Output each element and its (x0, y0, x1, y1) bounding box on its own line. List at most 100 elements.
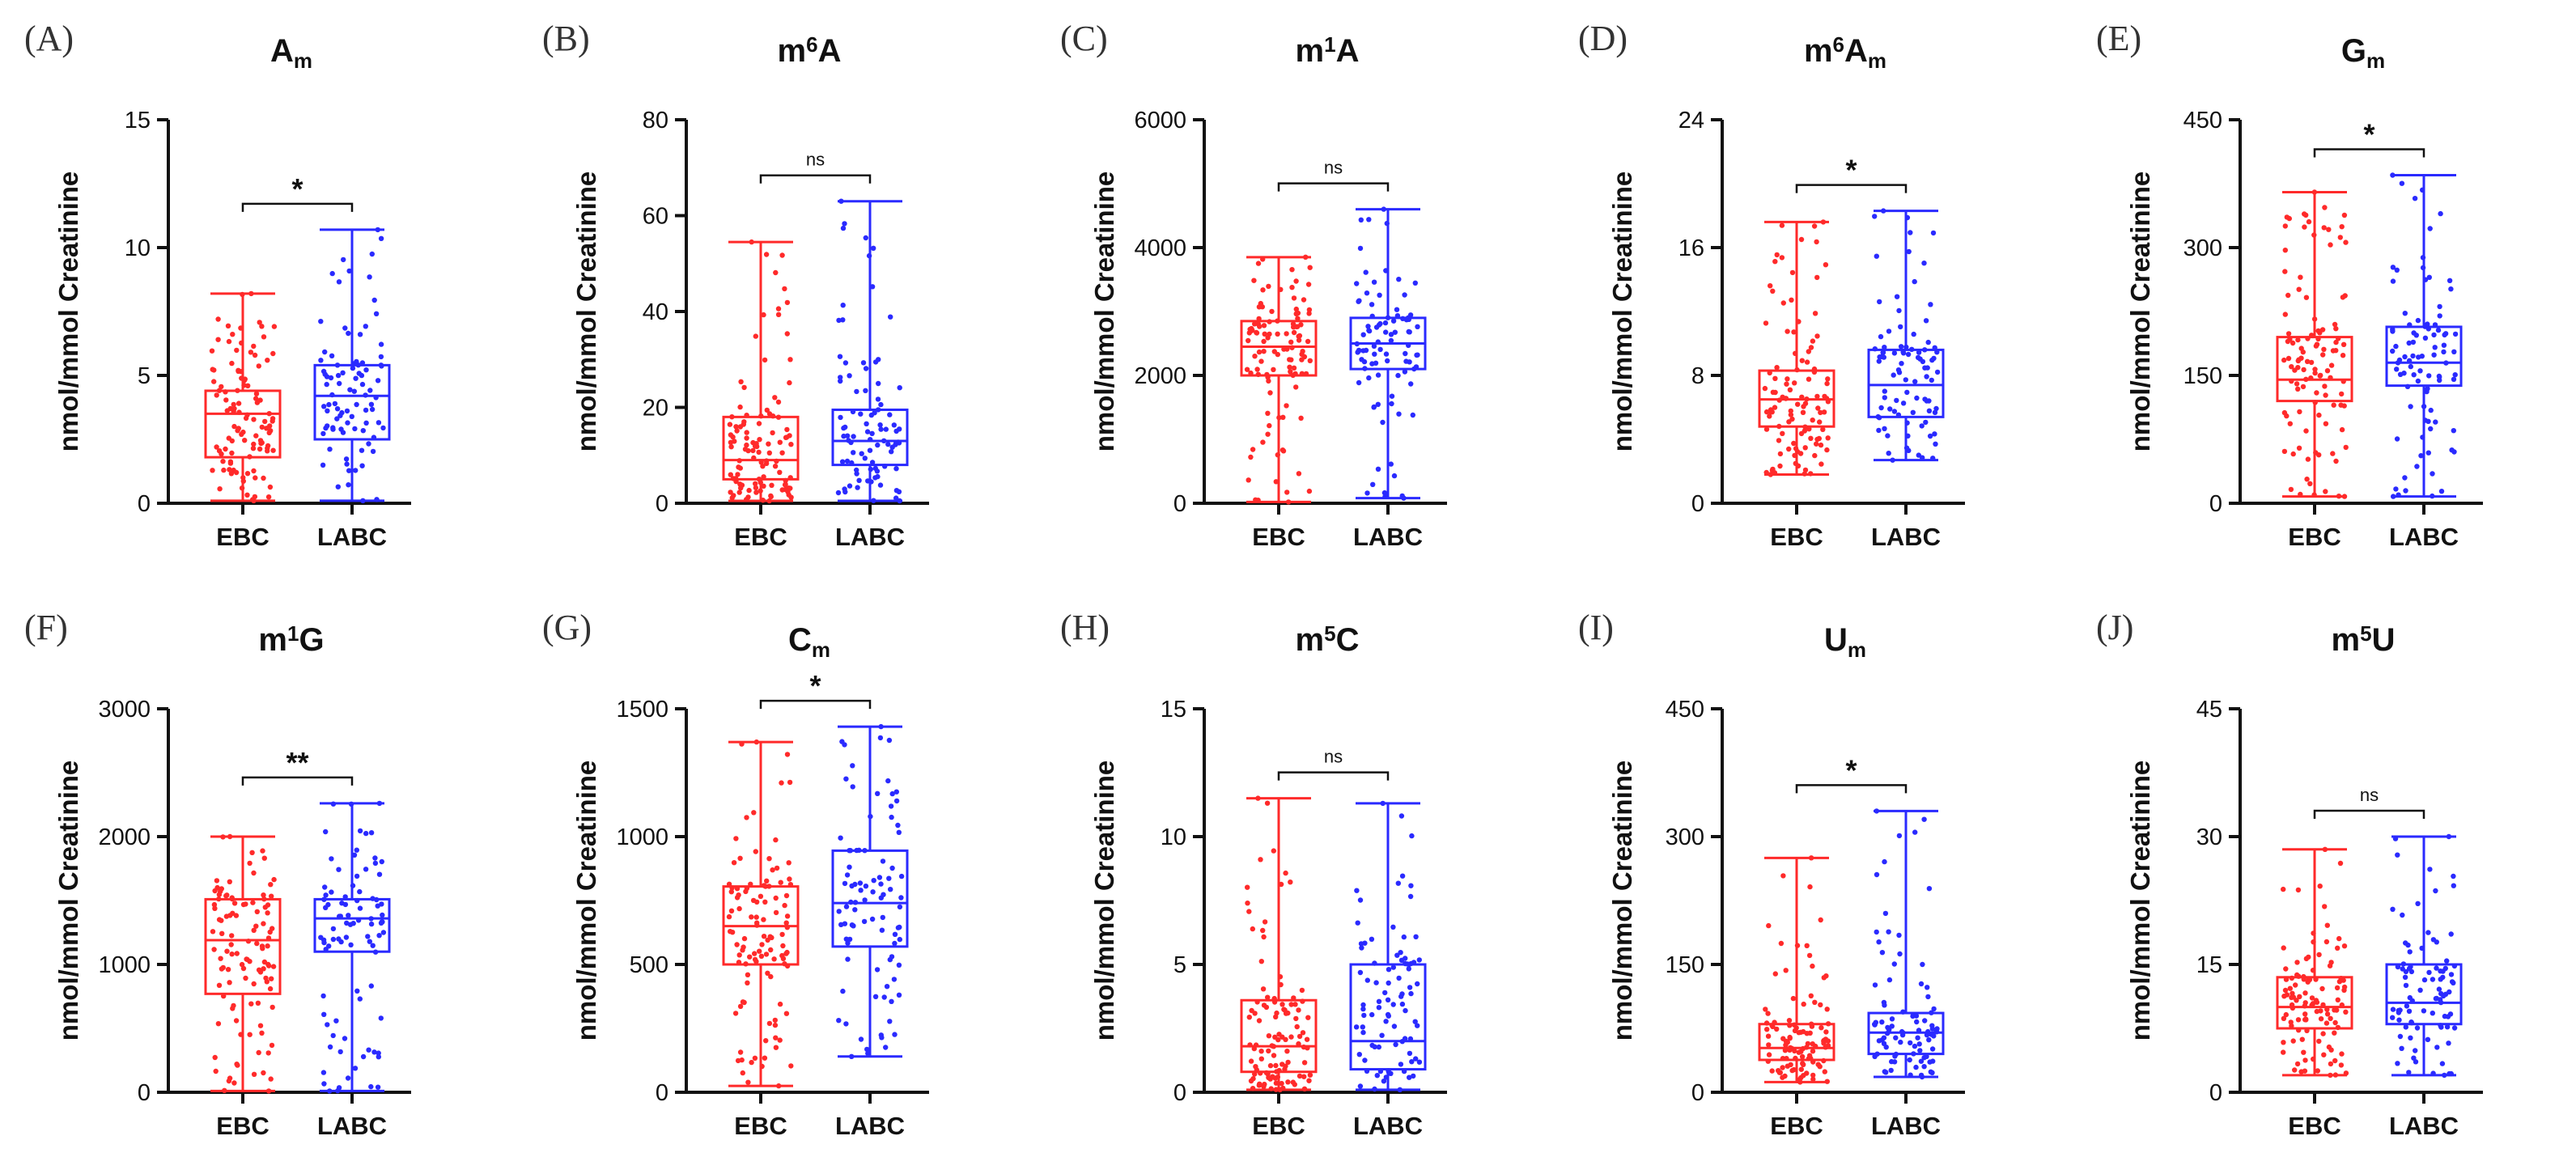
data-point (329, 392, 335, 398)
data-point (211, 379, 217, 384)
data-point (374, 497, 380, 502)
x-category-label: EBC (2288, 1112, 2340, 1140)
data-point (1386, 967, 1392, 973)
data-point (732, 1011, 739, 1016)
data-point (1807, 884, 1813, 890)
y-tick-label: 1000 (98, 952, 151, 978)
data-point (752, 1055, 758, 1061)
data-point (1779, 255, 1785, 261)
data-point (2408, 1019, 2414, 1025)
data-point (2317, 330, 2323, 336)
data-point (1893, 1051, 1899, 1057)
data-point (2320, 1031, 2326, 1036)
data-point (2297, 409, 2302, 415)
data-point (355, 918, 362, 923)
data-point (739, 741, 745, 747)
data-point (2316, 951, 2322, 958)
data-point (2323, 489, 2328, 494)
data-point (761, 483, 766, 489)
data-point (380, 425, 386, 431)
data-point (2331, 402, 2336, 408)
data-point (333, 1018, 339, 1024)
data-point (321, 939, 327, 946)
data-point (1934, 350, 1940, 355)
data-point (1801, 1001, 1806, 1007)
panel-label: (B) (542, 19, 590, 58)
data-point (2437, 313, 2442, 319)
data-point (2327, 963, 2333, 968)
data-point (268, 882, 274, 888)
data-point (2397, 1007, 2403, 1013)
data-point (2304, 358, 2311, 364)
data-point (743, 888, 749, 895)
data-point (1280, 447, 1286, 453)
data-point (231, 901, 238, 906)
data-point (1289, 285, 1295, 290)
data-point (2441, 349, 2447, 355)
data-point (883, 426, 889, 432)
data-point (772, 1017, 778, 1024)
data-point (1376, 1005, 1382, 1011)
data-point (1881, 1040, 1887, 1046)
data-point (759, 1063, 765, 1070)
data-point (773, 1035, 779, 1040)
data-point (1266, 1048, 1271, 1054)
data-point (1916, 350, 1922, 355)
data-point (2391, 494, 2396, 499)
data-point (1886, 1027, 1892, 1032)
data-point (1798, 1074, 1804, 1081)
data-point (2437, 377, 2442, 384)
data-point (1294, 1024, 1300, 1030)
data-point (758, 953, 765, 959)
data-point (2407, 322, 2413, 328)
data-point (736, 952, 742, 958)
data-point (215, 1021, 222, 1027)
data-point (2302, 1057, 2308, 1063)
data-point (844, 458, 851, 464)
data-point (1882, 345, 1887, 350)
data-point (745, 494, 751, 500)
data-point (257, 1023, 264, 1028)
data-point (245, 383, 251, 388)
data-point (1774, 1026, 1780, 1032)
data-point (2300, 384, 2307, 390)
data-point (1258, 857, 1263, 862)
data-point (2283, 977, 2290, 982)
data-point (1300, 998, 1305, 1004)
data-point (1287, 364, 1292, 370)
data-point (745, 972, 751, 977)
box-iqr (204, 897, 282, 995)
data-point (1265, 994, 1271, 1000)
data-point (1895, 412, 1902, 417)
title-prefix: m (1296, 33, 1325, 69)
data-point (2408, 1035, 2413, 1040)
y-tick-label: 5 (1173, 952, 1186, 978)
data-point (876, 380, 881, 387)
data-point (1926, 408, 1933, 413)
data-point (1913, 1013, 1920, 1019)
data-point (1876, 415, 1882, 421)
data-point (253, 391, 260, 396)
data-point (211, 901, 218, 908)
data-point (344, 920, 350, 926)
significance-bracket (1795, 184, 1908, 193)
data-point (1257, 1081, 1263, 1087)
data-point (2332, 321, 2338, 328)
data-point (1396, 277, 1402, 282)
data-point (1273, 479, 1279, 485)
data-point (2311, 232, 2317, 238)
data-point (766, 856, 772, 862)
data-point (787, 876, 792, 882)
data-point (783, 892, 790, 899)
data-point (2281, 886, 2286, 892)
data-point (1354, 888, 1360, 893)
data-point (758, 893, 764, 899)
data-point (242, 438, 248, 443)
data-point (1369, 1011, 1375, 1018)
data-point (865, 478, 871, 484)
data-point (2399, 1045, 2404, 1051)
data-point (2399, 180, 2405, 186)
data-point (2302, 224, 2307, 230)
title-main: A (270, 33, 294, 69)
